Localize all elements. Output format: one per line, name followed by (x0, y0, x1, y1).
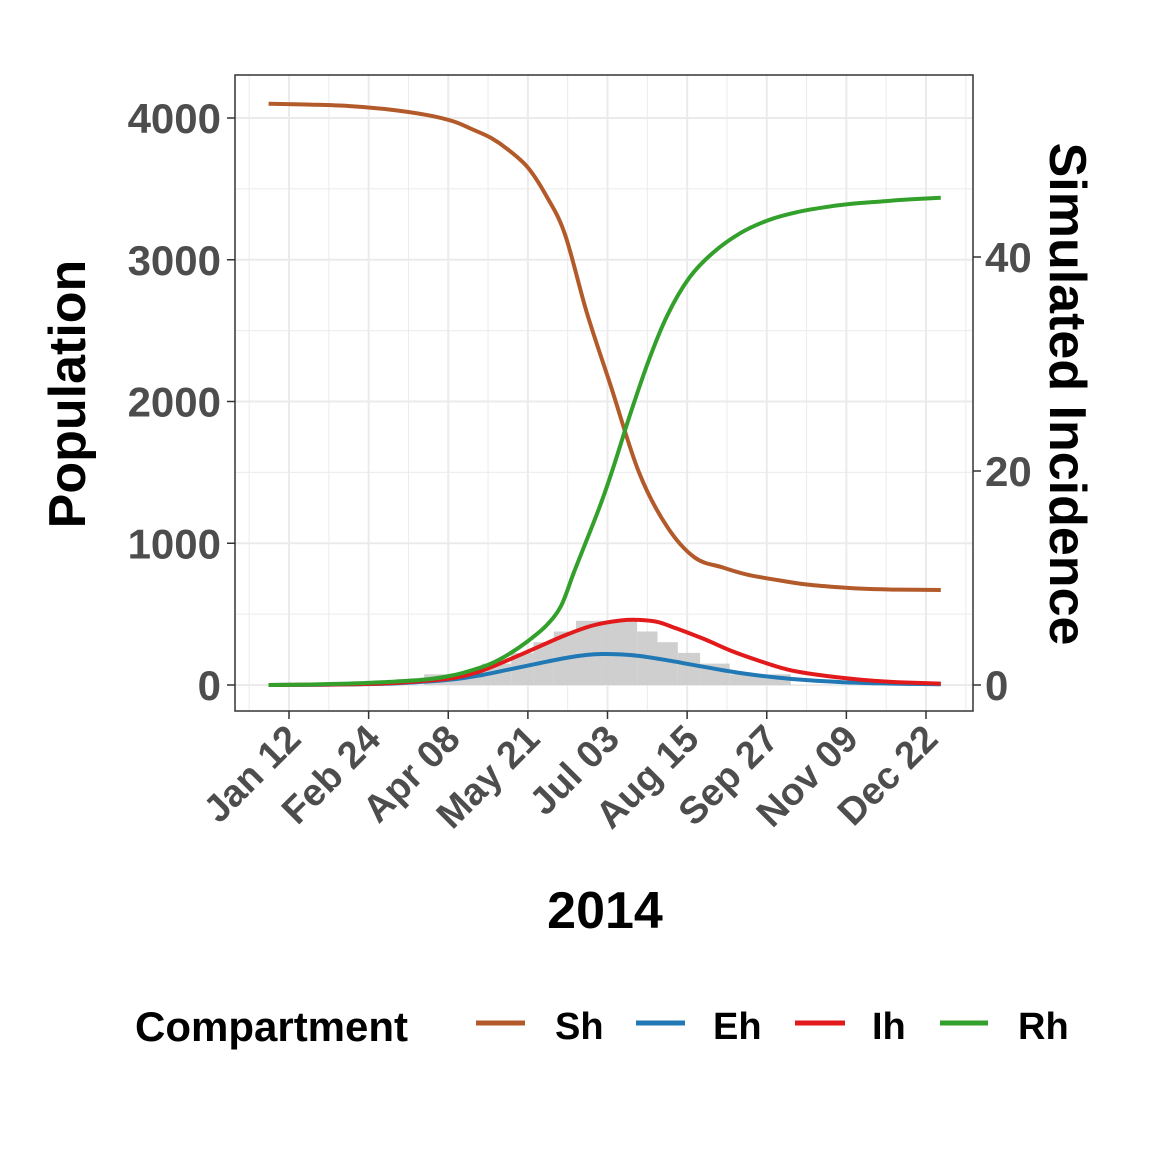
legend-label-ih: Ih (872, 1006, 906, 1048)
y-right-tick-label: 40 (985, 234, 1032, 281)
minor-gridlines (235, 75, 973, 711)
line-sh (268, 101, 941, 592)
y-tick-label: 3000 (128, 237, 221, 284)
legend-label-eh: Eh (713, 1006, 762, 1048)
compartment-lines (268, 101, 941, 687)
y-tick-label: 2000 (128, 379, 221, 426)
line-ih (268, 617, 941, 687)
y-axis-title: Population (39, 260, 97, 529)
y-tick-label: 1000 (128, 520, 221, 567)
y-tick-label: 4000 (128, 95, 221, 142)
y-tick-label: 0 (198, 662, 221, 709)
panel-border (234, 74, 974, 712)
y-right-tick-label: 20 (985, 448, 1032, 495)
legend-title: Compartment (135, 1003, 408, 1050)
incidence-bar (677, 652, 701, 685)
y-axis-right: 0 20 40 (973, 234, 1032, 709)
legend: Compartment Sh Eh Ih Rh (135, 1003, 1069, 1050)
line-rh (268, 195, 941, 687)
panel-background (235, 75, 973, 711)
legend-label-sh: Sh (555, 1006, 604, 1048)
y-axis-left: 0 1000 2000 3000 4000 (128, 95, 235, 709)
incidence-bar (657, 642, 678, 685)
x-axis-title: 2014 (547, 882, 663, 940)
incidence-bar (729, 674, 791, 685)
legend-label-rh: Rh (1018, 1006, 1069, 1048)
y-right-tick-label: 0 (985, 662, 1008, 709)
y-axis-right-title: Simulated Incidence (1038, 143, 1096, 646)
incidence-bar (511, 652, 534, 685)
plot-panel (234, 74, 974, 712)
